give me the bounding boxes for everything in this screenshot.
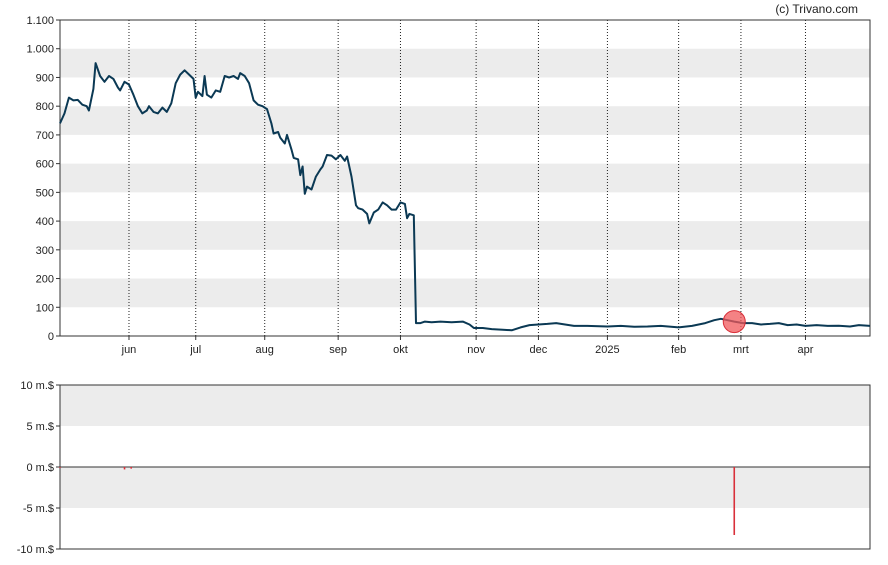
y-tick-label: 700: [36, 130, 54, 142]
y-tick-label: 5 m.$: [26, 421, 54, 433]
price-chart: 0 100 200 300 400 500 600 700 800 900 1.000 1.100 j…: [26, 15, 871, 356]
highlight-marker: [722, 310, 746, 334]
price-plot-border: [59, 19, 871, 337]
x-tick-label: mrt: [733, 344, 749, 356]
grid-band: [60, 278, 870, 308]
y-tick-label: 100: [36, 302, 54, 314]
x-tick-label: jun: [121, 344, 137, 356]
volume-chart: 10 m.$ 5 m.$ 0 m.$ -5 m.$ -10 m.$: [17, 380, 871, 556]
y-tick-label: 500: [36, 187, 54, 199]
x-tick-label: feb: [671, 344, 686, 356]
grid-band: [60, 467, 870, 508]
x-tick-label: 2025: [595, 344, 619, 356]
y-tick-label: -5 m.$: [23, 503, 54, 515]
y-tick-label: 400: [36, 216, 54, 228]
x-tick-label: aug: [256, 344, 274, 356]
grid-band: [60, 221, 870, 250]
y-tick-label: 1.100: [26, 15, 54, 27]
price-line: [59, 62, 871, 332]
y-tick-label: 0: [48, 331, 54, 343]
y-tick-label: 1.000: [26, 44, 54, 56]
y-tick-label: 600: [36, 159, 54, 171]
y-tick-label: 10 m.$: [20, 380, 54, 392]
grid-band: [60, 385, 870, 426]
y-tick-label: 300: [36, 245, 54, 257]
y-tick-label: -10 m.$: [17, 544, 54, 556]
y-tick-label: 200: [36, 274, 54, 286]
credit-text: (c) Trivano.com: [775, 2, 858, 16]
x-tick-label: nov: [467, 344, 485, 356]
x-tick-label: jul: [189, 344, 201, 356]
x-tick-label: apr: [798, 344, 814, 356]
y-tick-label: 800: [36, 101, 54, 113]
grid-band: [60, 106, 870, 135]
x-tick-label: sep: [329, 344, 347, 356]
x-tick-label: okt: [393, 344, 408, 356]
grid-band: [60, 163, 870, 193]
y-tick-label: 0 m.$: [26, 462, 54, 474]
grid-band: [60, 48, 870, 78]
x-tick-label: dec: [530, 344, 548, 356]
y-tick-label: 900: [36, 72, 54, 84]
